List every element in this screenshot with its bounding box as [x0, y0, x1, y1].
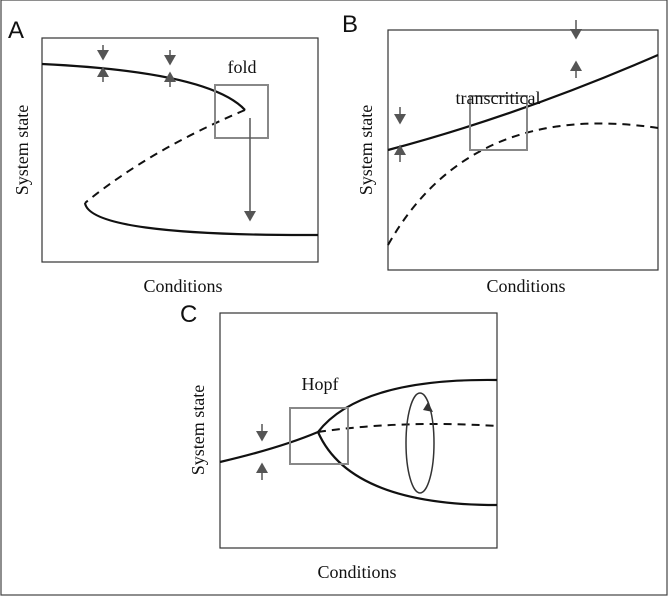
panel-letter: B: [342, 11, 358, 38]
y-axis-label: System state: [356, 105, 376, 196]
panel-letter: A: [8, 17, 24, 44]
annotation: fold: [228, 57, 257, 77]
highlight-box: [214, 84, 269, 139]
panel-c: C Hopf Conditions System state: [180, 301, 498, 582]
stable-branch: [83, 202, 319, 237]
cycle-arrowhead: [423, 402, 433, 412]
stable-branch: [219, 430, 319, 464]
highlight-box: [469, 95, 528, 151]
unstable-branch: [387, 122, 659, 246]
stable-branch: [387, 53, 659, 152]
x-axis-label: Conditions: [486, 276, 565, 296]
y-axis-label: System state: [12, 105, 32, 196]
y-axis-label: System state: [188, 385, 208, 476]
x-axis-label: Conditions: [317, 562, 396, 582]
panel-b: B transcritical Conditions System state: [342, 11, 659, 296]
panel-letter: C: [180, 301, 197, 328]
unstable-branch: [317, 423, 498, 433]
annotation: transcritical: [456, 88, 541, 108]
limit-cycle-max: [317, 378, 498, 433]
x-axis-label: Conditions: [143, 276, 222, 296]
highlight-box: [289, 407, 349, 465]
plot-frame: [41, 37, 319, 263]
annotation: Hopf: [302, 374, 339, 394]
stable-branch: [41, 62, 246, 111]
limit-cycle-min: [316, 431, 498, 507]
panel-a: A fold Conditions System state: [8, 17, 319, 296]
plot-frame: [219, 312, 498, 549]
cycle: [405, 392, 435, 494]
unstable-branch: [84, 109, 246, 204]
